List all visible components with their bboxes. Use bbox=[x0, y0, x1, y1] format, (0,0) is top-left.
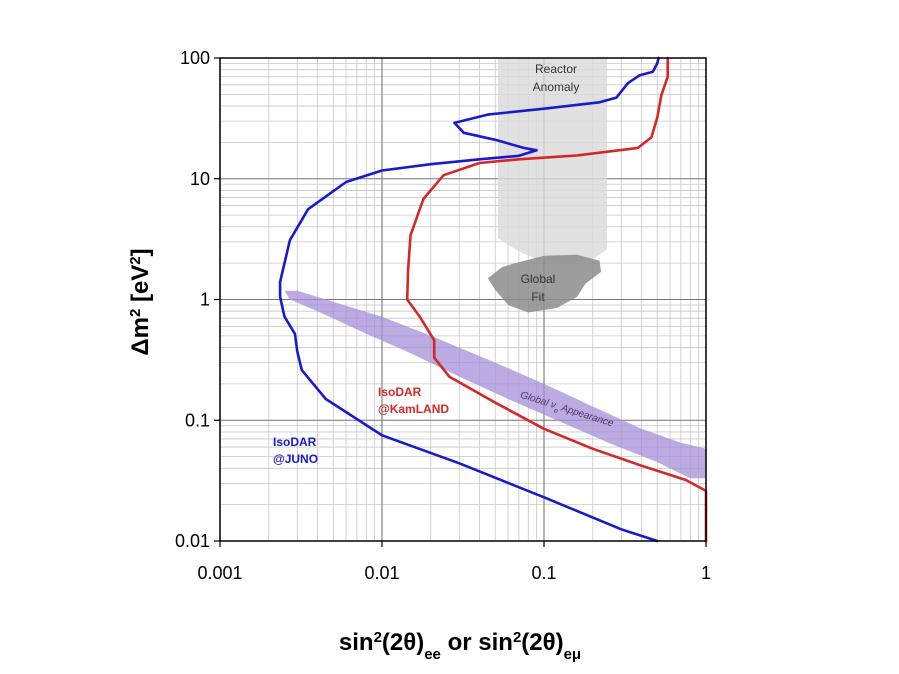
x-tick-label: 0.1 bbox=[531, 563, 556, 583]
x-axis-title: sin2(2θ)ee or sin2(2θ)eμ bbox=[339, 629, 581, 663]
kamland-label-2: @KamLAND bbox=[378, 402, 449, 416]
juno-label: IsoDAR bbox=[273, 435, 317, 449]
y-tick-label: 100 bbox=[180, 48, 210, 68]
x-tick-label: 0.001 bbox=[197, 563, 242, 583]
y-axis-title: Δm2 [eV2] bbox=[127, 248, 155, 355]
y-tick-label: 10 bbox=[190, 169, 210, 189]
y-tick-label: 1 bbox=[200, 290, 210, 310]
global-fit-label-2: Fit bbox=[531, 290, 545, 304]
axis-ticks: 0.001 0.01 0.1 1 0.01 0.1 1 10 100 bbox=[175, 48, 711, 583]
global-fit-region bbox=[487, 254, 602, 313]
kamland-label: IsoDAR bbox=[378, 385, 422, 399]
kamland-curve bbox=[405, 56, 708, 543]
x-tick-label: 0.01 bbox=[364, 563, 399, 583]
reactor-anomaly-region bbox=[498, 58, 607, 264]
exclusion-curves bbox=[278, 56, 708, 543]
global-fit-label: Global bbox=[521, 272, 556, 286]
reactor-anomaly-label-2: Anomaly bbox=[533, 80, 580, 94]
reactor-anomaly-label: Reactor bbox=[535, 62, 577, 76]
x-tick-label: 1 bbox=[701, 563, 711, 583]
y-tick-label: 0.01 bbox=[175, 531, 210, 551]
y-tick-label: 0.1 bbox=[185, 410, 210, 430]
global-appearance-band bbox=[284, 290, 706, 479]
juno-curve bbox=[278, 56, 660, 543]
shaded-regions bbox=[284, 58, 706, 479]
juno-label-2: @JUNO bbox=[273, 452, 318, 466]
